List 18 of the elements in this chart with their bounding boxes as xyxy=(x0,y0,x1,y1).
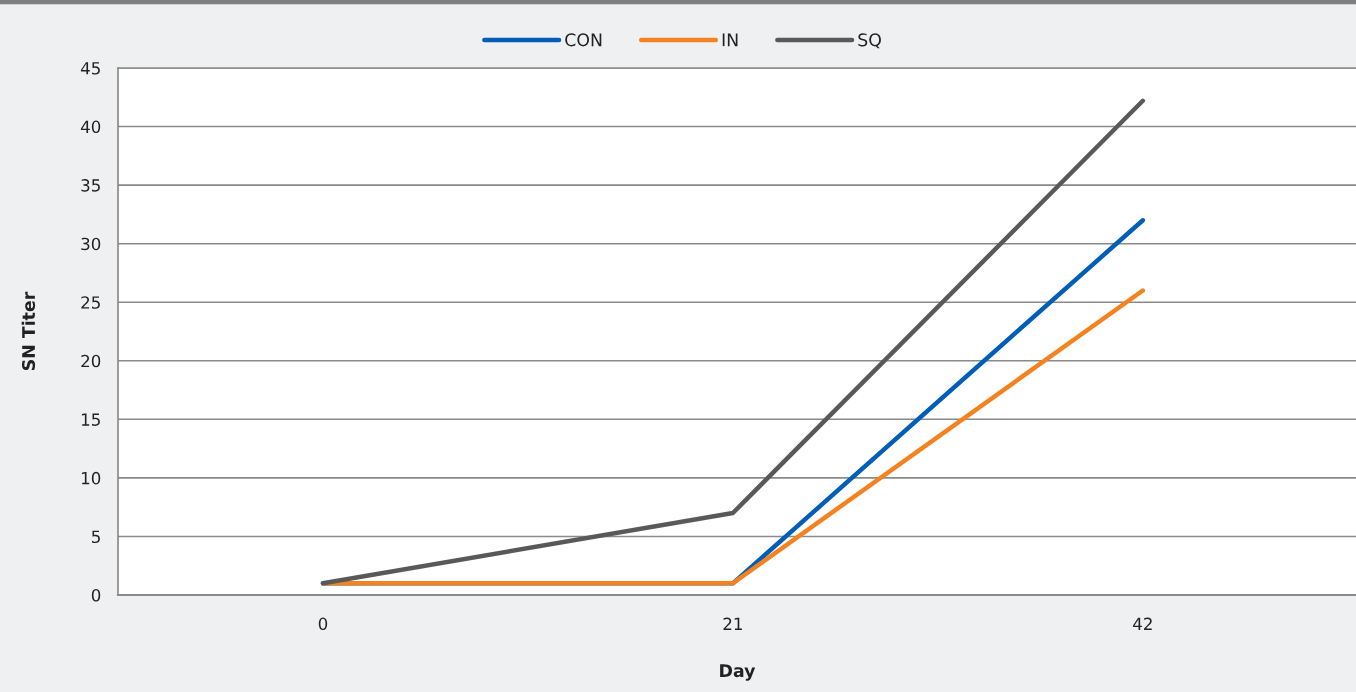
x-tick-label: 42 xyxy=(1133,617,1152,630)
y-axis-title: SN Titer xyxy=(21,291,36,371)
legend-label: SQ xyxy=(858,33,881,49)
y-tick-label: 20 xyxy=(81,354,101,368)
x-tick-label: 21 xyxy=(723,617,742,630)
y-tick-label: 5 xyxy=(92,530,100,544)
y-tick-label: 0 xyxy=(91,588,101,602)
y-tick-label: 30 xyxy=(81,237,101,251)
y-tick-label: 40 xyxy=(80,120,101,134)
y-tick-label: 10 xyxy=(81,471,101,485)
x-axis-title: Day xyxy=(720,664,756,681)
y-tick-label: 15 xyxy=(81,413,100,426)
y-tick-label: 45 xyxy=(80,62,100,75)
y-tick-label: 35 xyxy=(81,179,100,192)
legend-label: IN xyxy=(722,33,738,47)
y-tick-label: 25 xyxy=(81,296,100,309)
legend-label: CON xyxy=(565,33,602,47)
x-tick-label: 0 xyxy=(318,617,328,631)
